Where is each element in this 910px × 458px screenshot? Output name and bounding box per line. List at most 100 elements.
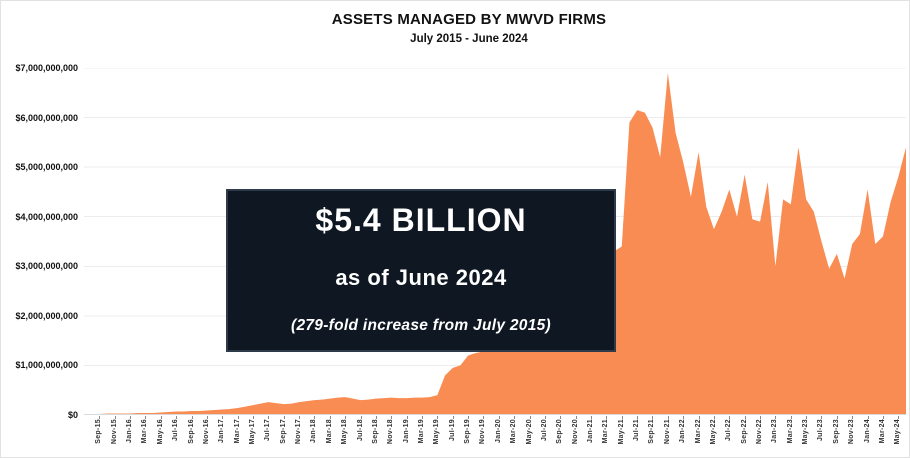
x-axis-tick bbox=[713, 416, 715, 419]
x-axis-label: Mar-16 bbox=[141, 419, 149, 444]
x-axis-tick bbox=[468, 416, 470, 419]
x-axis-tick bbox=[591, 416, 593, 419]
x-axis-label: Sep-18 bbox=[371, 419, 379, 444]
x-axis-label: May-16 bbox=[156, 419, 164, 445]
x-axis-tick bbox=[606, 416, 608, 419]
x-axis-label: May-20 bbox=[525, 419, 533, 445]
x-axis-label: Jul-23 bbox=[817, 419, 825, 442]
x-axis-tick bbox=[176, 416, 178, 419]
x-axis-tick bbox=[760, 416, 762, 419]
x-axis-label: Mar-18 bbox=[325, 419, 333, 444]
x-axis-label: Mar-23 bbox=[786, 419, 794, 444]
x-axis-label: Jan-22 bbox=[679, 419, 687, 443]
x-axis-label: Sep-20 bbox=[556, 419, 564, 444]
x-axis-label: Jul-19 bbox=[448, 419, 456, 442]
y-axis-label: $4,000,000,000 bbox=[15, 211, 78, 222]
y-axis-label: $3,000,000,000 bbox=[15, 261, 78, 272]
x-axis-label: May-17 bbox=[249, 419, 256, 445]
x-axis-tick bbox=[652, 416, 654, 419]
chart-subtitle: July 2015 - June 2024 bbox=[410, 33, 528, 45]
x-axis-tick bbox=[560, 416, 562, 419]
callout-headline: $5.4 BILLION bbox=[315, 202, 527, 238]
x-axis-tick bbox=[222, 416, 224, 419]
x-axis-tick bbox=[698, 416, 700, 419]
x-axis-label: Mar-21 bbox=[602, 419, 610, 444]
x-axis-tick bbox=[575, 416, 577, 419]
y-axis-label: $6,000,000,000 bbox=[15, 112, 78, 123]
y-axis-label: $1,000,000,000 bbox=[15, 360, 78, 371]
callout-note: (279-fold increase from July 2015) bbox=[290, 317, 552, 334]
x-axis-label: Jul-20 bbox=[540, 419, 548, 442]
x-axis-label: Mar-22 bbox=[694, 419, 702, 444]
x-axis-tick bbox=[452, 416, 454, 419]
x-axis-tick bbox=[483, 416, 485, 419]
x-axis-tick bbox=[299, 416, 301, 419]
x-axis-label: Nov-17 bbox=[295, 419, 303, 445]
x-axis-label: May-23 bbox=[802, 419, 810, 445]
x-axis-label: Jan-19 bbox=[402, 419, 410, 443]
x-axis-label: Jul-22 bbox=[725, 419, 733, 442]
x-axis-label: Nov-18 bbox=[387, 419, 395, 445]
x-axis-label: Jan-18 bbox=[310, 419, 318, 443]
x-axis-tick bbox=[253, 416, 254, 419]
x-axis-label: Nov-20 bbox=[571, 419, 579, 445]
x-axis-label: Sep-15 bbox=[95, 419, 103, 444]
x-axis-tick bbox=[422, 416, 424, 419]
x-axis-tick bbox=[145, 416, 147, 419]
x-axis-tick bbox=[821, 416, 823, 419]
x-axis-label: Jul-21 bbox=[633, 419, 641, 442]
x-axis-label: Sep-23 bbox=[832, 419, 840, 444]
x-axis-tick bbox=[160, 416, 162, 419]
x-axis-tick bbox=[268, 416, 270, 419]
x-axis-tick bbox=[329, 416, 331, 419]
x-axis-label: Mar-19 bbox=[418, 419, 426, 444]
x-axis-tick bbox=[667, 416, 669, 419]
x-axis-label: Jul-18 bbox=[356, 419, 364, 442]
chart-title: ASSETS MANAGED BY MWVD FIRMS bbox=[331, 11, 607, 28]
x-axis-label: May-18 bbox=[341, 419, 349, 445]
x-axis-tick bbox=[375, 416, 377, 419]
x-axis-tick bbox=[867, 416, 869, 419]
x-axis-label: Nov-15 bbox=[110, 419, 118, 445]
x-axis-label: Jul-16 bbox=[172, 419, 180, 442]
x-axis-label: Nov-22 bbox=[756, 419, 764, 445]
x-axis-tick bbox=[683, 416, 685, 419]
x-axis-label: Sep-21 bbox=[648, 419, 656, 444]
x-axis-tick bbox=[437, 416, 439, 419]
x-axis-label: May-19 bbox=[433, 419, 441, 445]
x-axis-tick bbox=[729, 416, 731, 419]
x-axis-tick bbox=[130, 416, 132, 419]
callout-box: $5.4 BILLION as of June 2024 (279-fold i… bbox=[226, 189, 616, 352]
x-axis-tick bbox=[360, 416, 362, 419]
x-axis-tick bbox=[237, 416, 239, 419]
x-axis-label: May-21 bbox=[617, 419, 625, 445]
x-axis-tick bbox=[836, 416, 838, 419]
x-axis-tick bbox=[498, 416, 500, 419]
x-axis-tick bbox=[544, 416, 546, 419]
assets-area-series bbox=[84, 72, 906, 415]
x-axis-label: Sep-16 bbox=[187, 419, 195, 444]
x-axis-label: Sep-19 bbox=[464, 419, 472, 444]
y-axis-label: $2,000,000,000 bbox=[15, 310, 78, 321]
x-axis-tick bbox=[775, 416, 777, 419]
x-axis-tick bbox=[345, 416, 347, 419]
x-axis-label: Mar-20 bbox=[510, 419, 518, 444]
x-axis-tick bbox=[744, 416, 746, 419]
x-axis-label: Nov-23 bbox=[848, 419, 856, 445]
x-axis-tick bbox=[514, 416, 516, 419]
x-axis-tick bbox=[283, 416, 285, 419]
x-axis-tick bbox=[806, 416, 808, 419]
x-axis-label: Nov-21 bbox=[663, 419, 671, 445]
x-axis-label: Jan-17 bbox=[218, 419, 226, 443]
x-axis-tick bbox=[406, 416, 408, 419]
x-axis-tick bbox=[191, 416, 193, 419]
x-axis-label: Jan-21 bbox=[587, 419, 595, 443]
y-axis-label: $5,000,000,000 bbox=[15, 162, 78, 173]
y-axis-label: $0 bbox=[67, 410, 78, 420]
x-axis-tick bbox=[790, 416, 792, 419]
x-axis-tick bbox=[882, 416, 884, 419]
x-axis-label: May-24 bbox=[894, 419, 902, 445]
x-axis-label: Nov-16 bbox=[202, 419, 210, 445]
x-axis-tick bbox=[391, 416, 393, 419]
